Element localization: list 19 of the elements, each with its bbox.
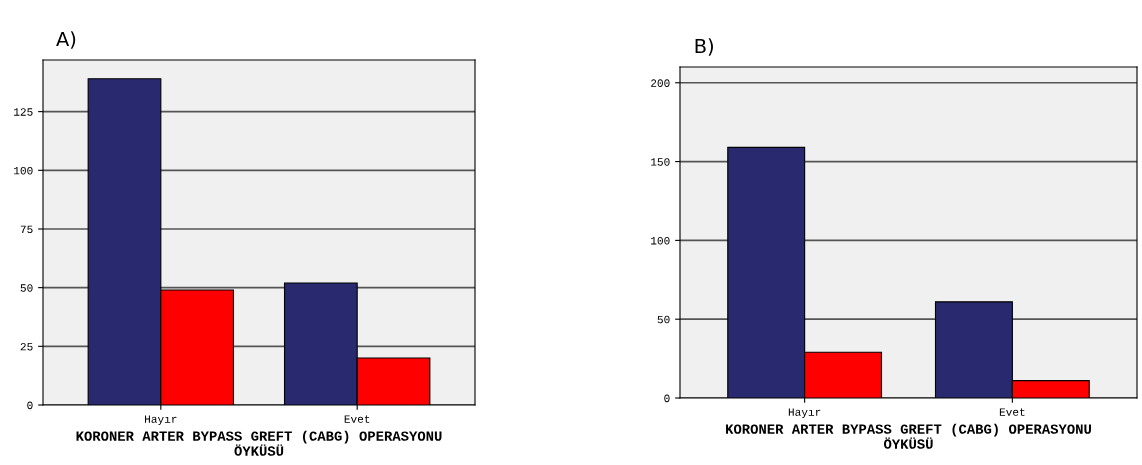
y-tick-label: 100 [651, 236, 670, 245]
y-tick-label: 0 [664, 394, 670, 403]
y-tick-label: 50 [657, 315, 670, 324]
chart-title: B) [695, 38, 713, 56]
x-axis-title: KORONER ARTER BYPASS GREFT (CABG) OPERASYONU ÖYKÜSÜ [726, 423, 1091, 449]
y-tick-label: 100 [14, 166, 33, 175]
chart-title: A) [56, 31, 76, 49]
x-tick-label: Evet [344, 415, 370, 423]
y-tick-label: 125 [14, 108, 33, 116]
y-tick-label: 75 [20, 225, 33, 234]
y-tick-label: 50 [20, 284, 33, 292]
x-tick-label: Hayır [788, 408, 821, 419]
x-tick-label: Evet [999, 408, 1025, 416]
y-tick-label: 0 [27, 401, 33, 410]
y-tick-label: 150 [651, 158, 670, 166]
x-axis-title: KORONER ARTER BYPASS GREFT (CABG) OPERASYONU ÖYKÜSÜ [76, 430, 442, 456]
y-tick-label: 25 [20, 342, 33, 351]
y-tick-label: 200 [651, 79, 670, 87]
x-tick-label: Hayır [145, 415, 177, 426]
